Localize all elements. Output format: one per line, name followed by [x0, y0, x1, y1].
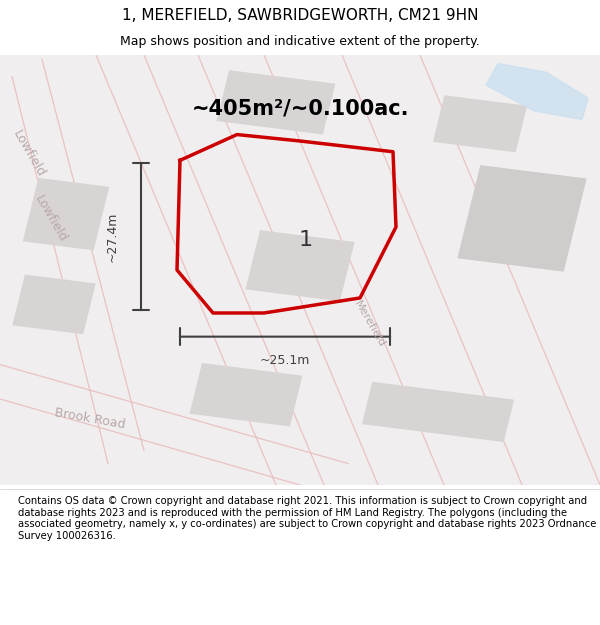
Text: ~27.4m: ~27.4m: [106, 211, 119, 262]
Polygon shape: [457, 165, 587, 272]
Polygon shape: [23, 178, 109, 251]
Polygon shape: [486, 64, 588, 119]
Polygon shape: [12, 274, 96, 334]
Polygon shape: [190, 363, 302, 426]
Text: 1, MEREFIELD, SAWBRIDGEWORTH, CM21 9HN: 1, MEREFIELD, SAWBRIDGEWORTH, CM21 9HN: [122, 8, 478, 23]
Polygon shape: [217, 70, 335, 134]
Text: ~25.1m: ~25.1m: [260, 354, 310, 367]
Text: Lowfield: Lowfield: [10, 128, 47, 179]
Polygon shape: [433, 95, 527, 152]
Text: Contains OS data © Crown copyright and database right 2021. This information is : Contains OS data © Crown copyright and d…: [18, 496, 596, 541]
Text: 1: 1: [299, 230, 313, 250]
Text: Lowfield: Lowfield: [32, 192, 70, 244]
Text: Brook Road: Brook Road: [53, 406, 127, 431]
Polygon shape: [245, 230, 355, 301]
Text: ~405m²/~0.100ac.: ~405m²/~0.100ac.: [191, 99, 409, 119]
Polygon shape: [362, 382, 514, 442]
Text: Merefield: Merefield: [352, 299, 386, 349]
Text: Map shows position and indicative extent of the property.: Map shows position and indicative extent…: [120, 35, 480, 48]
